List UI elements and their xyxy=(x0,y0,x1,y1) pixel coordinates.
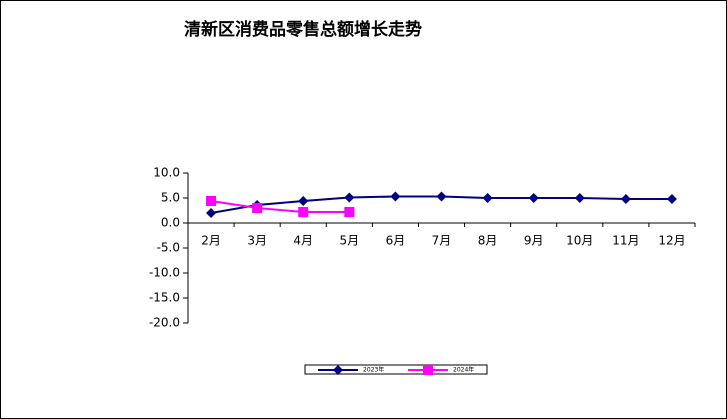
legend-label: 2024年 xyxy=(453,366,474,374)
point xyxy=(344,192,355,203)
point xyxy=(390,191,401,202)
x-tick-label: 2月 xyxy=(201,234,221,248)
point xyxy=(344,207,355,217)
y-tick-label: -20.0 xyxy=(149,316,180,330)
legend-marker xyxy=(333,365,343,375)
point xyxy=(528,193,539,203)
legend-box xyxy=(304,364,488,375)
series-line xyxy=(210,200,350,213)
point xyxy=(666,194,677,204)
y-tick-label: -5.0 xyxy=(157,241,180,255)
y-tick-label: 5.0 xyxy=(161,191,180,205)
x-tick-label: 10月 xyxy=(566,234,593,248)
point xyxy=(298,196,309,206)
point xyxy=(574,193,585,203)
point xyxy=(298,207,309,217)
point xyxy=(436,191,447,202)
chart-title: 清新区消费品零售总额增长走势 xyxy=(184,19,422,40)
x-tick-label: 11月 xyxy=(612,234,639,248)
point xyxy=(482,193,493,203)
y-tick-label: -15.0 xyxy=(149,291,180,305)
y-tick-label: 0.0 xyxy=(161,216,180,230)
x-tick-label: 6月 xyxy=(386,234,406,248)
x-tick-label: 8月 xyxy=(478,234,498,248)
point xyxy=(206,196,217,206)
x-tick-label: 12月 xyxy=(658,234,685,248)
point xyxy=(620,194,631,204)
x-tick-label: 7月 xyxy=(432,234,452,248)
x-tick-label: 5月 xyxy=(339,234,359,248)
point xyxy=(206,208,217,218)
y-tick-label: -10.0 xyxy=(149,266,180,280)
x-tick-label: 3月 xyxy=(247,234,267,248)
x-tick-label: 9月 xyxy=(524,234,544,248)
legend-marker xyxy=(423,365,433,375)
y-tick-label: 10.0 xyxy=(153,166,180,180)
point xyxy=(252,203,263,213)
legend-label: 2023年 xyxy=(363,366,384,374)
x-tick-label: 4月 xyxy=(293,234,313,248)
